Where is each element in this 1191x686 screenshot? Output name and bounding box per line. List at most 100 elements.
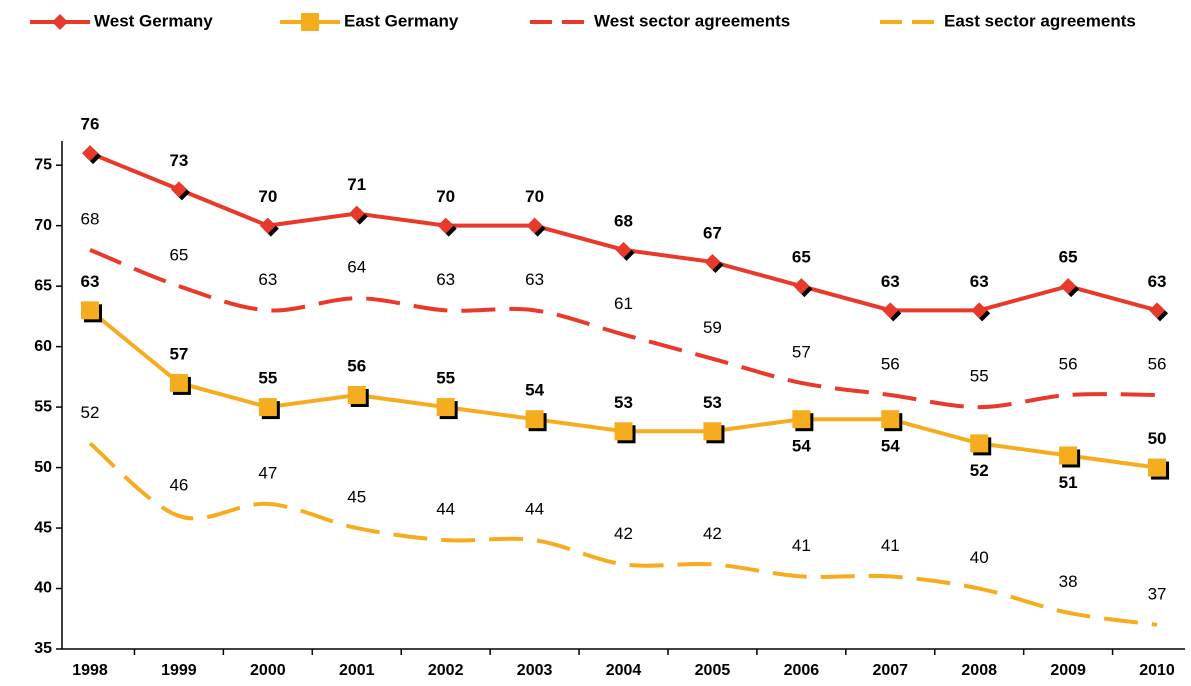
data-label: 55	[436, 369, 455, 388]
data-label: 71	[347, 175, 366, 194]
data-point	[1059, 446, 1078, 465]
data-label: 56	[1148, 354, 1167, 373]
x-tick-label: 1998	[72, 662, 108, 679]
data-label: 68	[81, 209, 100, 228]
data-label: 53	[614, 393, 633, 412]
legend-label: East Germany	[344, 11, 459, 30]
data-point	[526, 217, 543, 234]
legend-label: West Germany	[94, 11, 213, 30]
x-tick-label: 2008	[961, 662, 997, 679]
data-label: 54	[525, 381, 544, 400]
data-label: 70	[525, 187, 544, 206]
data-point	[971, 302, 988, 319]
data-label: 65	[169, 246, 188, 265]
data-label: 44	[436, 500, 455, 519]
x-tick-label: 2010	[1139, 662, 1175, 679]
x-tick-label: 2005	[695, 662, 731, 679]
data-label: 63	[436, 270, 455, 289]
data-label: 55	[970, 367, 989, 386]
y-tick-label: 35	[34, 640, 52, 657]
data-label: 61	[614, 294, 633, 313]
data-point	[259, 217, 276, 234]
data-label: 44	[525, 500, 544, 519]
data-label: 54	[881, 437, 900, 456]
data-point	[704, 253, 721, 270]
data-label: 46	[169, 475, 188, 494]
data-label: 73	[169, 151, 188, 170]
data-point	[615, 241, 632, 258]
data-label: 42	[614, 524, 633, 543]
data-label: 50	[1148, 429, 1167, 448]
y-tick-label: 60	[34, 338, 52, 355]
y-tick-label: 75	[34, 156, 52, 173]
legend-marker	[52, 14, 68, 30]
data-point	[347, 386, 366, 404]
y-tick-label: 55	[34, 398, 52, 415]
data-label: 53	[703, 393, 722, 412]
y-tick-label: 65	[34, 277, 52, 294]
data-label: 45	[347, 488, 366, 507]
data-label: 37	[1148, 584, 1167, 603]
data-label: 51	[1059, 473, 1078, 492]
legend-label: West sector agreements	[594, 11, 790, 30]
data-label: 63	[81, 272, 100, 291]
x-tick-label: 2006	[784, 662, 820, 679]
y-tick-label: 40	[34, 580, 52, 597]
data-label: 54	[792, 437, 811, 456]
data-label: 67	[703, 223, 722, 242]
data-point	[1149, 302, 1166, 319]
data-point	[525, 410, 544, 429]
data-label: 52	[970, 461, 989, 480]
series-line	[89, 151, 1158, 313]
data-label: 38	[1059, 572, 1078, 591]
legend-label: East sector agreements	[944, 11, 1136, 30]
x-tick-label: 2004	[606, 662, 642, 679]
data-label: 59	[703, 318, 722, 337]
data-label: 56	[1059, 354, 1078, 373]
x-tick-label: 2000	[250, 662, 286, 679]
data-label: 56	[347, 356, 366, 375]
data-point	[881, 410, 900, 429]
x-tick-label: 1999	[161, 662, 197, 679]
data-point	[170, 181, 187, 198]
data-label: 63	[525, 270, 544, 289]
data-label: 63	[881, 272, 900, 291]
data-point	[169, 373, 188, 392]
data-label: 52	[81, 403, 100, 422]
data-point	[82, 145, 98, 162]
data-label: 57	[169, 344, 188, 363]
data-label: 65	[792, 248, 811, 267]
data-label: 41	[792, 536, 811, 555]
x-tick-label: 2007	[872, 662, 908, 679]
data-label: 63	[970, 272, 989, 291]
series-line	[89, 248, 1158, 410]
data-point	[792, 410, 811, 429]
data-label: 63	[1148, 272, 1167, 291]
y-tick-label: 50	[34, 459, 52, 476]
data-label: 70	[436, 187, 455, 206]
data-point	[81, 301, 99, 320]
data-point	[348, 205, 365, 222]
x-tick-label: 2001	[339, 662, 375, 679]
data-point	[1148, 458, 1167, 477]
data-label: 57	[792, 342, 811, 361]
x-tick-label: 2003	[517, 662, 553, 679]
data-label: 68	[614, 211, 633, 230]
data-point	[436, 398, 455, 417]
data-label: 70	[258, 187, 277, 206]
x-tick-label: 2002	[428, 662, 464, 679]
data-point	[882, 302, 899, 319]
data-label: 47	[258, 463, 277, 482]
series-line	[88, 441, 1158, 627]
data-label: 40	[970, 548, 989, 567]
data-point	[793, 278, 810, 295]
data-point	[970, 434, 989, 453]
data-label: 64	[347, 258, 366, 277]
data-label: 42	[703, 524, 722, 543]
data-label: 76	[81, 115, 100, 134]
data-point	[703, 422, 722, 441]
data-point	[258, 398, 277, 417]
data-label: 65	[1059, 248, 1078, 267]
data-point	[437, 217, 454, 234]
